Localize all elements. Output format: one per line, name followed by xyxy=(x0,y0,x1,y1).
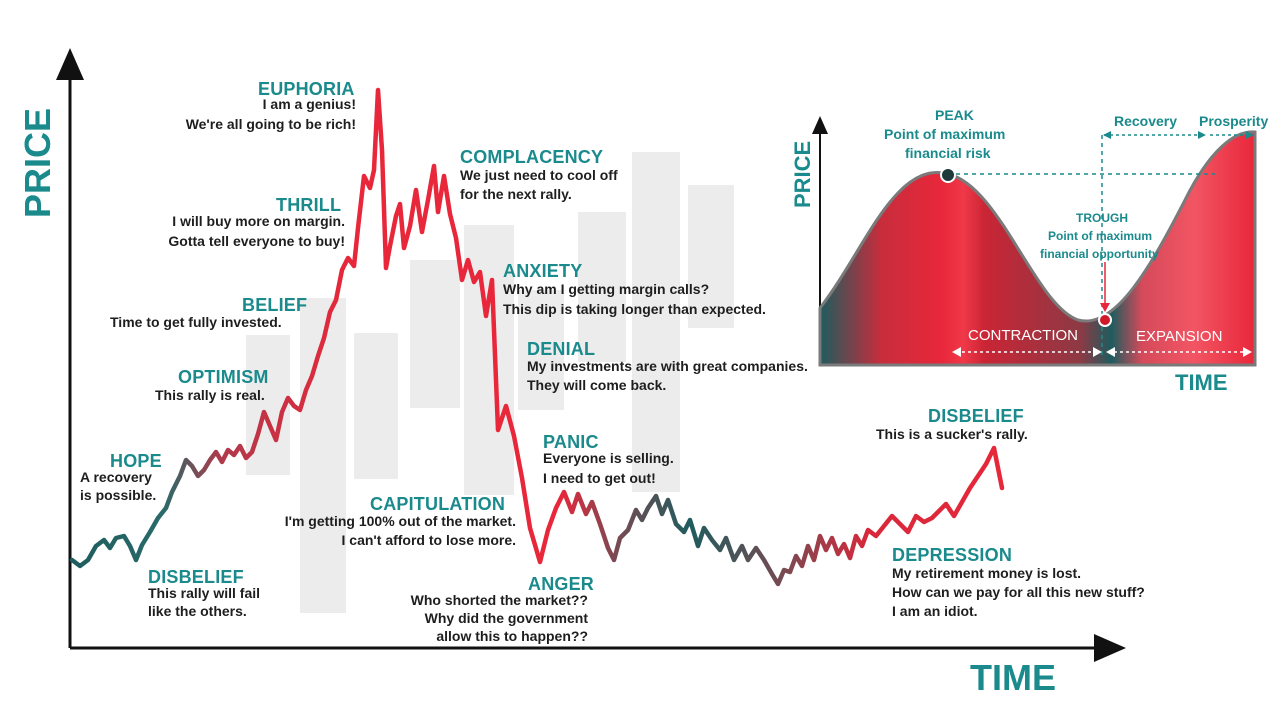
stage-desc: I'm getting 100% out of the market. xyxy=(284,513,516,529)
stage-desc: for the next rally. xyxy=(460,186,572,202)
stage-title: HOPE xyxy=(110,451,162,471)
x-axis-label: TIME xyxy=(970,657,1056,698)
peak-title: PEAK xyxy=(935,107,974,123)
inset-x-axis-label: TIME xyxy=(1175,370,1228,395)
trough-desc: Point of maximum xyxy=(1048,229,1153,243)
stage-title: PANIC xyxy=(543,432,599,452)
stage-desc: I need to get out! xyxy=(543,470,656,486)
stage-desc: I will buy more on margin. xyxy=(172,213,345,229)
background-bars xyxy=(246,152,734,613)
prosperity-arrow-head-right xyxy=(1246,131,1254,139)
stage-title: COMPLACENCY xyxy=(460,147,604,167)
trough-desc: financial opportunity xyxy=(1040,247,1159,261)
stage-title: OPTIMISM xyxy=(178,367,269,387)
inset-wave-area xyxy=(818,130,1257,367)
peak-desc: Point of maximum xyxy=(884,126,1006,142)
contraction-arrow-head-left xyxy=(952,347,961,357)
inset-economic-cycle xyxy=(812,116,1257,367)
stage-desc: Everyone is selling. xyxy=(543,450,674,466)
stage-title: DISBELIEF xyxy=(928,406,1024,426)
stage-desc: We're all going to be rich! xyxy=(185,116,356,132)
stage-desc: A recovery xyxy=(80,469,152,485)
stage-desc: Gotta tell everyone to buy! xyxy=(168,233,345,249)
main-axes xyxy=(56,48,1126,662)
contraction-label: CONTRACTION xyxy=(968,327,1078,344)
peak-desc: financial risk xyxy=(905,145,991,161)
trough-pointer-head xyxy=(1100,303,1110,312)
peak-marker xyxy=(940,167,956,183)
price-line xyxy=(69,87,1005,587)
stage-desc: How can we pay for all this new stuff? xyxy=(892,584,1145,600)
bg-bar xyxy=(632,152,680,492)
stage-desc: I am a genius! xyxy=(262,96,356,112)
stage-title: BELIEF xyxy=(242,295,308,315)
stage-desc: This is a sucker's rally. xyxy=(876,426,1028,442)
bg-bar xyxy=(354,333,398,479)
stage-title: DEPRESSION xyxy=(892,545,1013,565)
stage-desc: We just need to cool off xyxy=(460,167,618,183)
stage-desc: I can't afford to lose more. xyxy=(341,532,516,548)
stage-desc: Why am I getting margin calls? xyxy=(503,281,710,297)
stage-title: CAPITULATION xyxy=(370,494,506,514)
inset-y-axis-arrow xyxy=(812,116,828,134)
stage-title: ANXIETY xyxy=(503,261,583,281)
x-axis-arrow xyxy=(1094,634,1126,662)
y-axis-label: PRICE xyxy=(17,107,58,218)
bg-bar xyxy=(578,212,626,362)
stage-desc: They will come back. xyxy=(527,377,667,393)
expansion-label: EXPANSION xyxy=(1136,328,1223,345)
stage-desc: is possible. xyxy=(80,487,157,503)
stage-desc: This rally is real. xyxy=(155,387,265,403)
expansion-arrow-head-right xyxy=(1243,347,1252,357)
stage-title: THRILL xyxy=(276,195,342,215)
stage-desc: I am an idiot. xyxy=(892,603,978,619)
inset-y-axis-label: PRICE xyxy=(790,140,815,208)
stage-desc: allow this to happen?? xyxy=(436,628,588,644)
bg-bar xyxy=(410,260,460,408)
stage-desc: This rally will fail xyxy=(148,585,261,601)
stage-title: ANGER xyxy=(528,574,595,594)
trough-title: TROUGH xyxy=(1076,211,1128,225)
recovery-arrow-head-left xyxy=(1103,131,1111,139)
stage-title: DISBELIEF xyxy=(148,567,244,587)
stage-title: EUPHORIA xyxy=(258,79,355,99)
stage-desc: like the others. xyxy=(148,603,247,619)
contraction-arrow-head-right xyxy=(1093,347,1102,357)
expansion-arrow-head-left xyxy=(1106,347,1115,357)
trough-marker xyxy=(1098,313,1112,327)
stage-desc: My investments are with great companies. xyxy=(527,358,808,374)
prosperity-label: Prosperity xyxy=(1199,113,1269,129)
bg-bar xyxy=(688,185,734,328)
stage-desc: Time to get fully invested. xyxy=(110,314,282,330)
recovery-arrow-head-right xyxy=(1198,131,1206,139)
y-axis-arrow xyxy=(56,48,84,80)
recovery-label: Recovery xyxy=(1114,113,1178,129)
stage-desc: My retirement money is lost. xyxy=(892,565,1082,581)
bg-bar xyxy=(518,290,564,410)
stage-desc: This dip is taking longer than expected. xyxy=(503,301,766,317)
stage-desc: Who shorted the market?? xyxy=(410,592,588,608)
stage-title: DENIAL xyxy=(527,339,596,359)
stage-desc: Why did the government xyxy=(424,610,588,626)
bg-bar xyxy=(300,298,346,613)
